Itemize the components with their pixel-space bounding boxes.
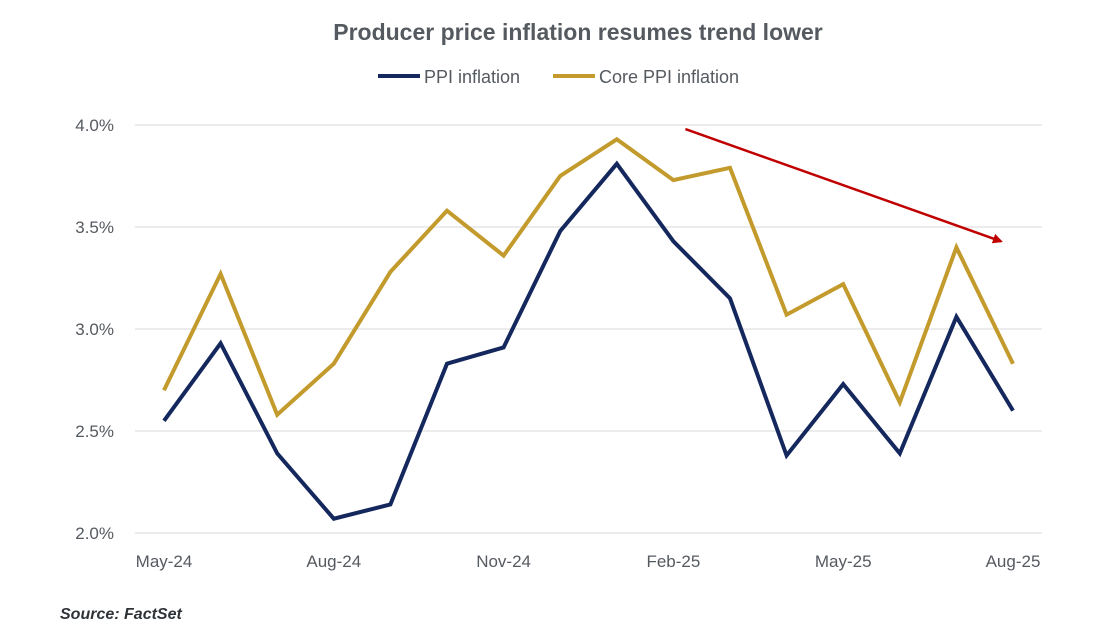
x-tick-label: May-25 bbox=[815, 552, 872, 571]
x-axis: May-24 Aug-24 Nov-24 Feb-25 May-25 Aug-25 bbox=[136, 552, 1041, 571]
y-tick-label: 2.5% bbox=[75, 422, 114, 441]
y-tick-label: 3.5% bbox=[75, 218, 114, 237]
annotations bbox=[684, 127, 1003, 244]
series-line-ppi bbox=[162, 160, 1015, 521]
x-tick-label: Aug-25 bbox=[986, 552, 1041, 571]
x-tick-label: May-24 bbox=[136, 552, 193, 571]
series-group bbox=[162, 136, 1015, 521]
legend-label: Core PPI inflation bbox=[599, 67, 739, 87]
chart-title: Producer price inflation resumes trend l… bbox=[333, 19, 823, 45]
grid bbox=[135, 124, 1042, 534]
source-note: Source: FactSet bbox=[60, 606, 182, 623]
y-tick-label: 2.0% bbox=[75, 524, 114, 543]
y-tick-label: 4.0% bbox=[75, 116, 114, 135]
legend: PPI inflation Core PPI inflation bbox=[378, 67, 739, 87]
x-tick-label: Aug-24 bbox=[306, 552, 361, 571]
trend-arrow bbox=[684, 127, 1003, 244]
series-line-core-ppi bbox=[162, 136, 1015, 419]
x-tick-label: Nov-24 bbox=[476, 552, 531, 571]
x-tick-label: Feb-25 bbox=[646, 552, 700, 571]
y-tick-label: 3.0% bbox=[75, 320, 114, 339]
legend-label: PPI inflation bbox=[424, 67, 520, 87]
y-axis: 2.0% 2.5% 3.0% 3.5% 4.0% bbox=[75, 116, 114, 543]
